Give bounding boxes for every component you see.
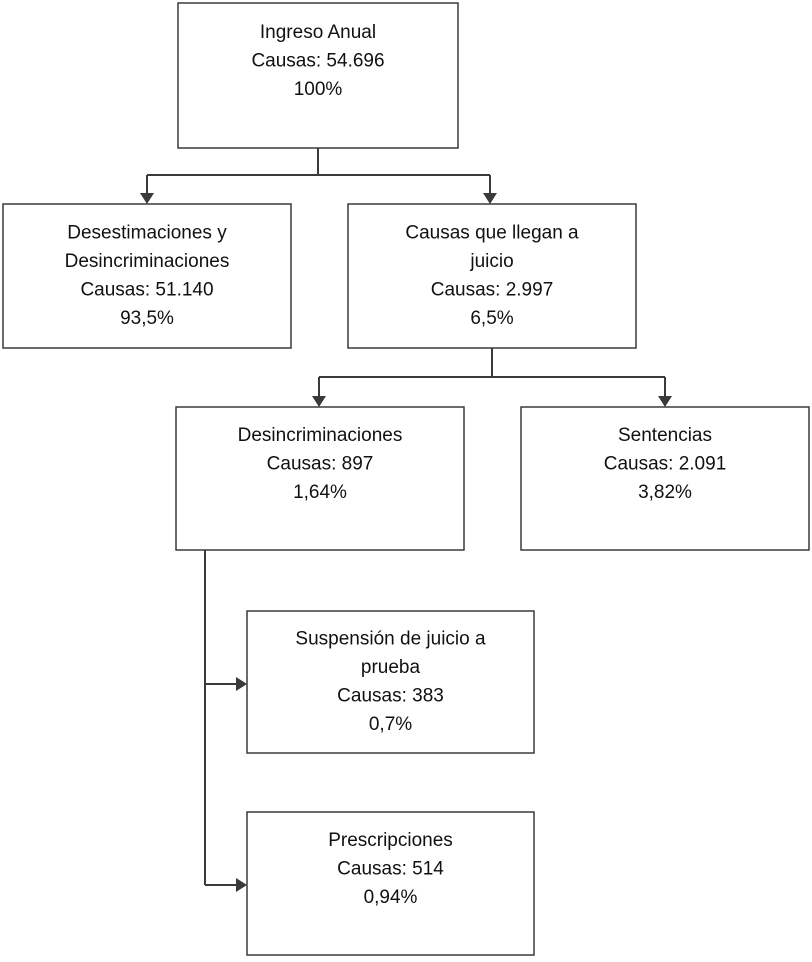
node: Suspensión de juicio a prueba Causas: 383 0… (246, 610, 535, 754)
arrow-head (236, 677, 247, 892)
node: Ingreso Anual Causas: 54.696 100% (177, 2, 459, 149)
node-text: Causas: 897 (267, 454, 374, 475)
node-box (246, 610, 535, 754)
node-text: Desincriminaciones (238, 425, 403, 446)
node-text: Causas: 383 (337, 685, 444, 706)
node-text: 3,82% (638, 482, 692, 503)
node-text: 100% (294, 79, 343, 100)
connector (204, 550, 238, 886)
node-text: 0,94% (364, 887, 418, 908)
node-text: 6,5% (470, 308, 513, 329)
node-text: Causas: 51.140 (80, 279, 213, 300)
node-text: Prescripciones (328, 830, 453, 851)
node-box (347, 203, 637, 349)
connector (146, 148, 491, 195)
node-box (520, 406, 810, 551)
node-text: Causas: 2.091 (604, 454, 727, 475)
node-text: juicio (469, 251, 513, 272)
node-text: Causas: 514 (337, 859, 444, 880)
node-text: Suspensión de juicio a (295, 628, 486, 649)
arrow-head (312, 396, 672, 407)
node-text: Ingreso Anual (260, 22, 376, 43)
node: Desestimaciones y Desincriminaciones Causa… (2, 203, 292, 349)
node-text: Sentencias (618, 425, 712, 446)
arrow-head (140, 193, 497, 204)
node: Sentencias Causas: 2.091 3,82% (520, 406, 810, 551)
node-text: Desestimaciones y (67, 222, 227, 243)
node-box (2, 203, 292, 349)
node: Causas que llegan a juicio Causas: 2.997 6,… (347, 203, 637, 349)
connectors (140, 148, 672, 892)
node-text: 0,7% (369, 714, 412, 735)
node-box (177, 2, 459, 149)
node-text: Causas que llegan a (405, 222, 579, 243)
node-text: Desincriminaciones (65, 251, 230, 272)
node: Desincriminaciones Causas: 897 1,64% (175, 406, 465, 551)
node-text: 93,5% (120, 308, 174, 329)
node-text: Causas: 2.997 (431, 279, 554, 300)
node-text: prueba (361, 657, 421, 678)
node: Prescripciones Causas: 514 0,94% (246, 811, 535, 956)
node-text: Causas: 54.696 (251, 51, 384, 72)
connector (318, 348, 666, 398)
node-box (175, 406, 465, 551)
node-text: 1,64% (293, 482, 347, 503)
node-box (246, 811, 535, 956)
